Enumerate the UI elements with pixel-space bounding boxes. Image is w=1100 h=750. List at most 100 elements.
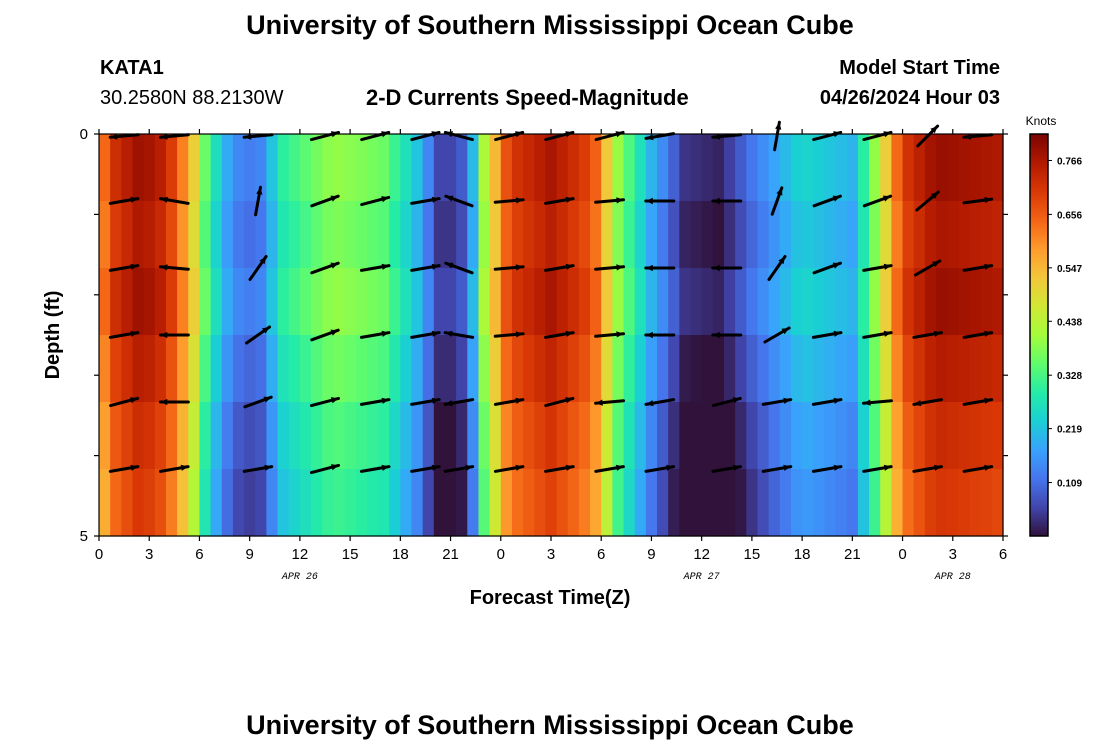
heatmap-cell	[790, 469, 803, 537]
current-vector	[914, 259, 942, 277]
heatmap-cell	[567, 268, 580, 336]
current-vector	[310, 463, 340, 475]
heatmap-cell	[723, 268, 736, 336]
heatmap-cell	[433, 201, 446, 269]
heatmap-cell	[735, 134, 747, 202]
heatmap-cell	[779, 134, 792, 202]
current-vector	[544, 396, 575, 408]
heatmap-cell	[500, 201, 513, 269]
current-vector	[962, 397, 994, 406]
heatmap-cell	[299, 268, 312, 336]
heatmap-cell	[288, 201, 301, 269]
heatmap-cell	[411, 201, 424, 269]
heatmap-cell	[835, 201, 848, 269]
vector-head	[445, 400, 453, 407]
heatmap-cell	[645, 335, 658, 403]
current-vector	[962, 330, 994, 339]
heatmap-cell	[177, 134, 189, 202]
current-vector	[310, 194, 340, 208]
x-tick-label: 15	[744, 546, 761, 563]
current-vector	[310, 396, 340, 408]
heatmap-cell	[299, 335, 312, 403]
heatmap-cell	[790, 268, 803, 336]
heatmap-cell	[177, 402, 189, 470]
heatmap-cell	[422, 469, 435, 537]
heatmap-cell	[612, 201, 625, 269]
current-vector	[644, 464, 676, 473]
heatmap-cell	[969, 268, 982, 336]
heatmap-cell	[378, 402, 390, 470]
heatmap-cell	[601, 402, 613, 470]
current-vector	[962, 464, 994, 473]
y-tick-label: 5	[80, 528, 88, 545]
heatmap-cell	[969, 469, 982, 537]
vector-head	[781, 328, 790, 335]
current-vector	[359, 464, 391, 473]
heatmap-cell	[99, 402, 111, 470]
current-vector	[962, 133, 994, 140]
colorbar-tick-label: 0.547	[1057, 264, 1082, 275]
heatmap-cell	[846, 402, 859, 470]
heatmap-cell	[746, 268, 759, 336]
vector-head	[262, 327, 270, 334]
colorbar: Knots 0.109 0.219 0.328 0.438 0.547 0.656 0.766	[1026, 114, 1082, 537]
heatmap-cell	[567, 201, 580, 269]
heatmap-cell	[802, 402, 814, 470]
heatmap-cell	[824, 134, 837, 202]
heatmap-cell	[802, 335, 814, 403]
heatmap-cell	[701, 335, 714, 403]
heatmap-cell	[511, 268, 524, 336]
heatmap-cell	[869, 268, 881, 336]
heatmap-cell	[657, 201, 669, 269]
heatmap-cell	[835, 402, 848, 470]
heatmap-cell	[154, 402, 167, 470]
heatmap-cell	[567, 335, 580, 403]
heatmap-cell	[623, 402, 636, 470]
heatmap-cell	[645, 469, 658, 537]
heatmap-cell	[813, 201, 826, 269]
heatmap-cell	[835, 469, 848, 537]
heatmap-cell	[132, 469, 145, 537]
heatmap-cell	[634, 268, 647, 336]
vector-head	[984, 464, 992, 471]
heatmap-cell	[322, 201, 334, 269]
heatmap-cell	[177, 268, 189, 336]
heatmap-cell	[366, 402, 379, 470]
heatmap-cell	[433, 402, 446, 470]
heatmap-cell	[154, 469, 167, 537]
vector-head	[565, 397, 573, 404]
heatmap-cell	[199, 402, 212, 470]
heatmap-cell	[802, 268, 814, 336]
vector-head	[381, 196, 389, 203]
heatmap-cell	[712, 469, 725, 537]
heatmap-cell	[199, 134, 212, 202]
heatmap-cell	[177, 201, 189, 269]
current-vector	[444, 261, 474, 275]
heatmap-cell	[523, 469, 535, 537]
heatmap-cell	[657, 402, 669, 470]
vector-head	[984, 196, 992, 204]
current-vector	[158, 331, 190, 339]
heatmap-cell	[601, 201, 613, 269]
heatmap-cell	[378, 469, 390, 537]
vector-head	[259, 256, 267, 265]
heatmap-cell	[232, 335, 245, 403]
heatmap-cell	[556, 201, 569, 269]
heatmap-cell	[567, 402, 580, 470]
heatmap-cell	[913, 335, 926, 403]
x-tick-label: 3	[145, 546, 153, 563]
heatmap-cell	[924, 201, 937, 269]
heatmap-cell	[857, 201, 870, 269]
vector-head	[930, 126, 938, 134]
heatmap-cell	[947, 268, 959, 336]
current-vector	[594, 197, 625, 204]
current-vector	[108, 464, 140, 473]
heatmap-cell	[958, 469, 971, 537]
heatmap-cell	[121, 469, 134, 537]
heatmap-cell	[846, 469, 859, 537]
heatmap-cell	[701, 268, 714, 336]
heatmap-cell	[322, 469, 334, 537]
heatmap-cell	[634, 469, 647, 537]
current-vector	[862, 330, 893, 339]
heatmap-cell	[958, 201, 971, 269]
